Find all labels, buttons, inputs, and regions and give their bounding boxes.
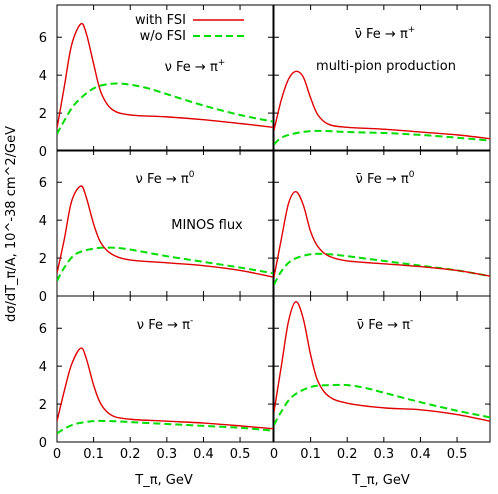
y-tick-label: 4 bbox=[39, 69, 47, 84]
panel-title: ν Fe → π0 bbox=[136, 170, 195, 187]
series-line-without-fsi bbox=[57, 82, 273, 135]
panel-frame bbox=[56, 295, 274, 443]
series-line-with-fsi bbox=[57, 185, 273, 278]
y-tick-label: 2 bbox=[39, 107, 47, 122]
y-tick-label: 2 bbox=[39, 252, 47, 267]
legend: with FSI w/o FSI bbox=[135, 13, 244, 44]
series-line-with-fsi bbox=[57, 347, 273, 430]
panel-6: 0 0.1 0.2 0.3 0.4 0.5 ν̄ Fe → π- bbox=[270, 295, 491, 462]
x-tick-label: 0.5 bbox=[230, 447, 251, 462]
y-tick-label: 6 bbox=[39, 322, 47, 337]
series-line-without-fsi bbox=[274, 252, 490, 286]
series-line-with-fsi bbox=[57, 22, 273, 129]
annotations: multi-pion production MINOS flux bbox=[171, 59, 456, 233]
panel-4: ν̄ Fe → π0 bbox=[273, 149, 491, 297]
x-tick-label: 0.3 bbox=[156, 447, 177, 462]
panel-2: ν̄ Fe → π+ bbox=[273, 4, 491, 152]
panel-title: ν̄ Fe → π- bbox=[357, 316, 413, 333]
y-tick-label: 0 bbox=[39, 436, 47, 451]
x-tick-label: 0.4 bbox=[410, 447, 431, 462]
y-axis-label: dσ/dT_π/A, 10^-38 cm^2/GeV bbox=[4, 126, 19, 322]
panel-frame bbox=[273, 295, 491, 443]
panels: 0 2 4 6 ν Fe → π+ ν̄ Fe → π+ 0 2 4 6 ν Fe → π0 ν̄ F… bbox=[39, 4, 491, 462]
y-tick-label: 2 bbox=[39, 398, 47, 413]
series-line-with-fsi bbox=[274, 191, 490, 278]
x-tick-label: 0.5 bbox=[447, 447, 468, 462]
y-tick-label: 6 bbox=[39, 176, 47, 191]
y-tick-label: 4 bbox=[39, 360, 47, 375]
x-tick-label: 0.3 bbox=[373, 447, 394, 462]
series-line-with-fsi bbox=[274, 300, 490, 422]
x-tick-label: 0.4 bbox=[193, 447, 214, 462]
x-tick-label: 0 bbox=[53, 447, 61, 462]
x-tick-label: 0.1 bbox=[83, 447, 104, 462]
panel-title: ν Fe → π- bbox=[137, 316, 193, 333]
x-axis-label-right: T_π, GeV bbox=[351, 473, 410, 488]
series-line-with-fsi bbox=[274, 70, 490, 140]
x-tick-label: 0 bbox=[270, 447, 278, 462]
panel-frame bbox=[56, 4, 274, 152]
series-line-without-fsi bbox=[57, 419, 273, 435]
panel-frame bbox=[273, 4, 491, 152]
annotation-multi-pion: multi-pion production bbox=[316, 59, 456, 74]
legend-label-without-fsi: w/o FSI bbox=[140, 29, 186, 44]
y-tick-label: 4 bbox=[39, 214, 47, 229]
legend-label-with-fsi: with FSI bbox=[135, 13, 186, 28]
panel-title: ν̄ Fe → π0 bbox=[356, 170, 415, 187]
panel-1: 0 2 4 6 ν Fe → π+ bbox=[39, 4, 274, 160]
axis-labels: dσ/dT_π/A, 10^-38 cm^2/GeV T_π, GeV T_π,… bbox=[4, 126, 410, 488]
x-tick-label: 0.2 bbox=[337, 447, 358, 462]
y-tick-label: 0 bbox=[39, 290, 47, 305]
y-tick-label: 6 bbox=[39, 31, 47, 46]
panel-title: ν Fe → π+ bbox=[165, 58, 226, 75]
y-tick-label: 0 bbox=[39, 145, 47, 160]
series-line-without-fsi bbox=[274, 129, 490, 146]
x-axis-label-left: T_π, GeV bbox=[134, 473, 193, 488]
x-tick-label: 0.1 bbox=[300, 447, 321, 462]
x-tick-label: 0.2 bbox=[120, 447, 141, 462]
panel-title: ν̄ Fe → π+ bbox=[355, 25, 416, 42]
series-line-without-fsi bbox=[274, 383, 490, 426]
panel-5: 0 0.1 0.2 0.3 0.4 0.5 0 2 4 6 ν Fe → π- bbox=[39, 295, 274, 462]
series-line-without-fsi bbox=[57, 246, 273, 282]
annotation-minos-flux: MINOS flux bbox=[171, 218, 243, 233]
